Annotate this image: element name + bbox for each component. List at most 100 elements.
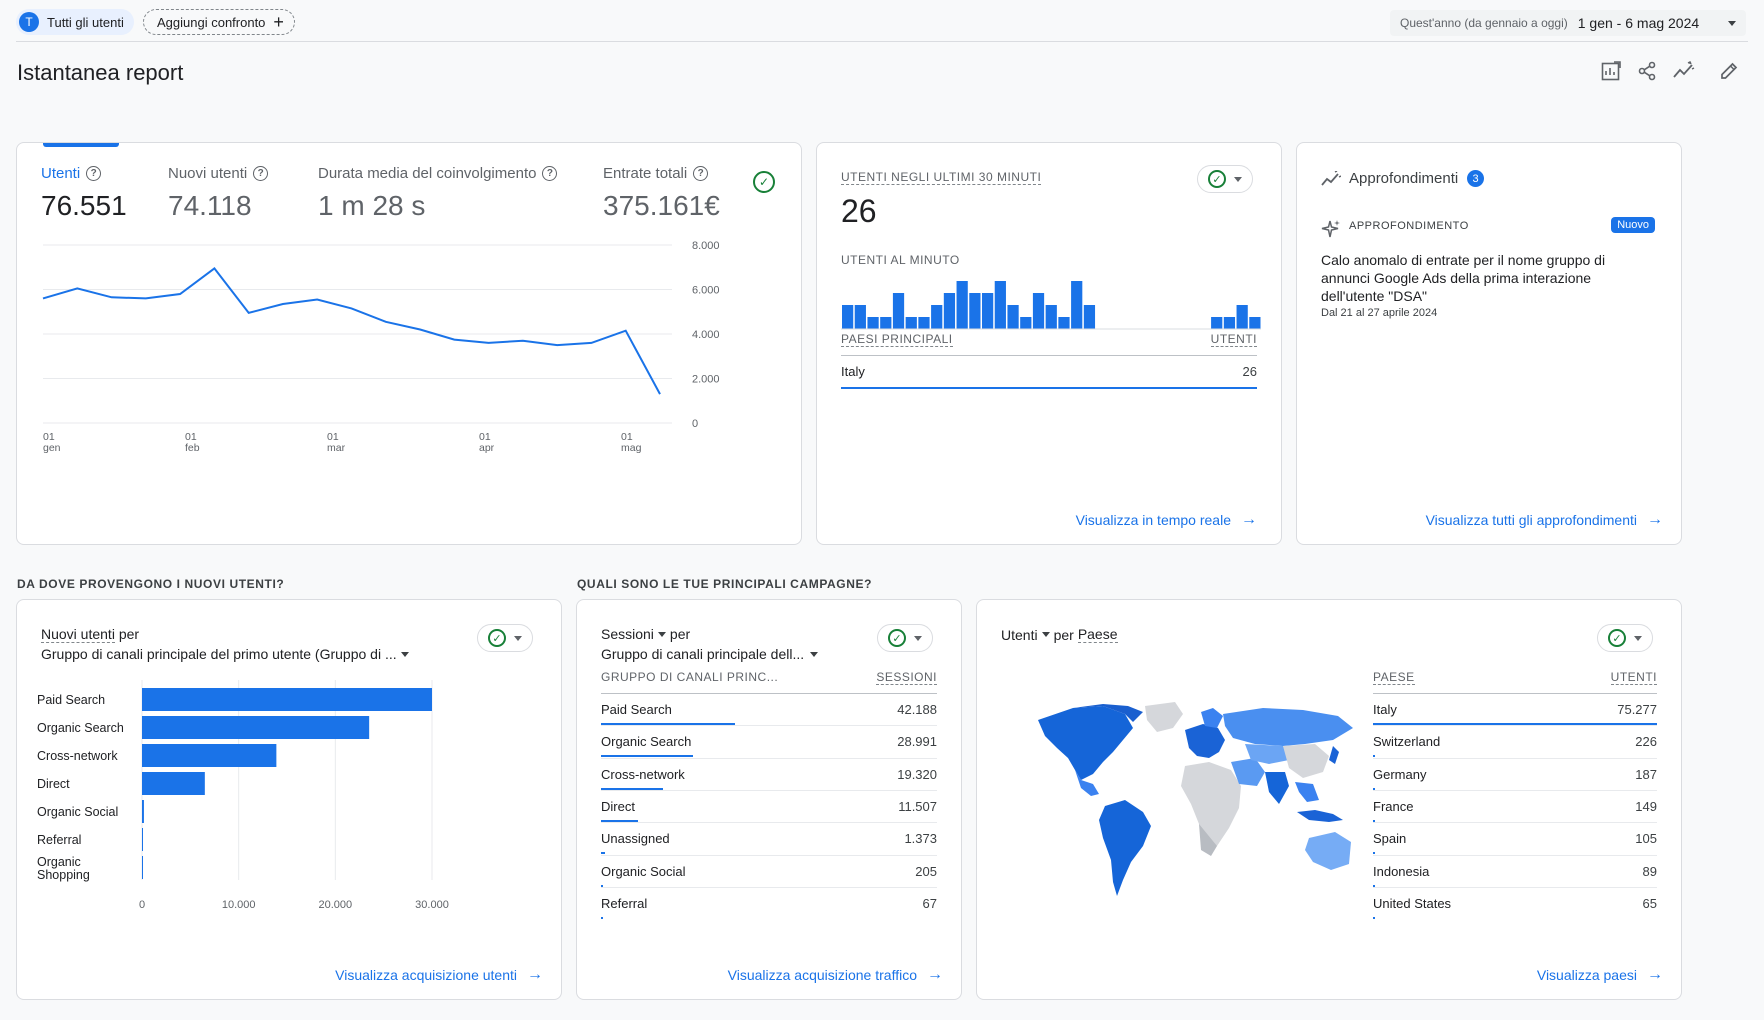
row-label: Cross-network xyxy=(601,766,685,782)
view-realtime-link[interactable]: Visualizza in tempo reale → xyxy=(1076,511,1257,529)
category-bar xyxy=(142,688,432,711)
date-range-selector[interactable]: Quest'anno (da gennaio a oggi) 1 gen - 6… xyxy=(1390,10,1746,36)
insights-trend-icon[interactable] xyxy=(1670,57,1698,85)
customize-report-icon[interactable] xyxy=(1597,57,1625,85)
metric-value: 76.551 xyxy=(41,190,127,221)
category-label: Organic Shopping xyxy=(37,855,90,882)
category-bar xyxy=(142,856,143,879)
users-header: UTENTI xyxy=(1210,332,1257,347)
row-label: Italy xyxy=(1373,702,1397,717)
card-options-button[interactable]: ✓ xyxy=(477,624,533,652)
category-bar xyxy=(142,744,277,767)
new-users-bar-chart: 0 10.000 20.000 30.000 Paid Search Organic Se… xyxy=(37,680,449,911)
y-tick-label: 8.000 xyxy=(692,240,720,252)
table-row: France 149 xyxy=(1373,789,1657,822)
column-header-country: PAESE xyxy=(1373,670,1415,685)
table-row: Referral 67 xyxy=(601,886,937,919)
minute-bar xyxy=(1211,317,1223,329)
chevron-down-icon xyxy=(1634,635,1642,641)
view-all-insights-link[interactable]: Visualizza tutti gli approfondimenti → xyxy=(1426,511,1663,529)
view-countries-link[interactable]: Visualizza paesi → xyxy=(1537,966,1663,984)
map-japan xyxy=(1329,746,1339,764)
country-label: Italy xyxy=(841,364,865,379)
dimension-label[interactable]: Paese xyxy=(1077,626,1118,643)
map-southeast-asia xyxy=(1295,782,1319,802)
x-tick-month: mar xyxy=(327,442,346,454)
segment-chip[interactable]: T Tutti gli utenti xyxy=(16,9,134,35)
card-title: Utenti per Paese xyxy=(1001,626,1118,643)
row-share-bar xyxy=(1373,916,1375,919)
row-share-bar xyxy=(1373,852,1375,855)
minute-bar xyxy=(943,293,956,329)
minute-bar xyxy=(931,305,943,329)
link-label: Visualizza paesi xyxy=(1536,967,1637,983)
minute-bar xyxy=(905,317,917,329)
y-tick-label: 2.000 xyxy=(692,374,720,386)
chevron-down-icon[interactable] xyxy=(1041,632,1050,637)
metric-tab-users[interactable]: Utenti? 76.551 xyxy=(41,165,127,222)
section-title-campaigns: QUALI SONO LE TUE PRINCIPALI CAMPAGNE? xyxy=(577,577,873,591)
insight-text-line: Calo anomalo di entrate per il nome grup… xyxy=(1321,252,1606,268)
data-quality-check-icon[interactable]: ✓ xyxy=(753,171,775,193)
category-label: Referral xyxy=(37,833,81,847)
row-value: 187 xyxy=(1635,766,1657,782)
add-compare-button[interactable]: Aggiungi confronto + xyxy=(143,9,295,35)
insight-text-line: annunci Google Ads della prima interazio… xyxy=(1321,270,1592,286)
view-user-acquisition-link[interactable]: Visualizza acquisizione utenti → xyxy=(335,966,543,984)
metric-label: Utenti xyxy=(41,165,81,182)
row-value: 28.991 xyxy=(897,734,937,750)
edit-icon[interactable] xyxy=(1715,57,1743,85)
metric-tab-revenue[interactable]: Entrate totali? 375.161€ xyxy=(603,165,720,222)
row-value: 105 xyxy=(1635,831,1657,847)
row-share-bar xyxy=(601,787,663,790)
map-china xyxy=(1283,744,1329,778)
card-options-button[interactable]: ✓ xyxy=(877,624,933,652)
metric-name[interactable]: Sessioni xyxy=(601,626,654,642)
countries-card: Utenti per Paese ✓ PAESE UTENTI Italy 75.… xyxy=(976,599,1682,1000)
card-options-button[interactable]: ✓ xyxy=(1597,624,1653,652)
x-tick-label: 0 xyxy=(139,899,145,911)
arrow-right-icon: → xyxy=(527,966,543,983)
selected-metric-indicator xyxy=(43,143,119,147)
map-africa-south xyxy=(1199,824,1217,856)
row-label: Germany xyxy=(1373,766,1427,782)
world-map xyxy=(1038,702,1353,896)
realtime-options-button[interactable]: ✓ xyxy=(1197,165,1253,193)
overview-card: Utenti? 76.551 Nuovi utenti? 74.118 Dura… xyxy=(16,142,802,545)
view-traffic-acquisition-link[interactable]: Visualizza acquisizione traffico → xyxy=(728,966,943,984)
minute-bar xyxy=(892,293,905,329)
arrow-right-icon: → xyxy=(1647,511,1663,528)
help-icon[interactable]: ? xyxy=(86,166,102,181)
row-value: 226 xyxy=(1635,734,1657,750)
dimension-selector[interactable]: Gruppo di canali principale del primo ut… xyxy=(41,646,409,662)
help-icon[interactable]: ? xyxy=(542,166,558,181)
insight-text-line: dell'utente "DSA" xyxy=(1321,288,1428,304)
metric-tab-engagement[interactable]: Durata media del coinvolgimento? 1 m 28 … xyxy=(318,165,558,222)
check-circle-icon: ✓ xyxy=(888,629,906,647)
chevron-down-icon[interactable] xyxy=(657,631,666,637)
insights-count-badge: 3 xyxy=(1467,170,1484,187)
dimension-selector[interactable]: Gruppo di canali principale dell... xyxy=(601,646,819,662)
share-icon[interactable] xyxy=(1633,57,1661,85)
map-india xyxy=(1265,772,1289,804)
row-value: 1.373 xyxy=(904,831,937,847)
minute-bar xyxy=(969,293,981,329)
metric-name: Nuovi utenti xyxy=(41,626,115,643)
column-header-users[interactable]: UTENTI xyxy=(1610,670,1657,685)
metric-tab-new-users[interactable]: Nuovi utenti? 74.118 xyxy=(168,165,269,222)
x-tick-day: 01 xyxy=(43,431,55,443)
chevron-down-icon xyxy=(810,651,819,657)
table-row: Cross-network 19.320 xyxy=(601,757,937,790)
metric-name[interactable]: Utenti xyxy=(1001,626,1038,643)
column-header-sessions[interactable]: SESSIONI xyxy=(876,670,937,685)
map-middle-east xyxy=(1231,758,1265,786)
insight-card-link[interactable]: Calo anomalo di entrate per il nome grup… xyxy=(1321,251,1651,319)
table-row: Direct 11.507 xyxy=(601,789,937,822)
help-icon[interactable]: ? xyxy=(253,166,269,181)
help-icon[interactable]: ? xyxy=(693,166,709,181)
category-label: Organic Social xyxy=(37,805,118,819)
row-label: Indonesia xyxy=(1373,863,1430,879)
minute-bar xyxy=(1249,317,1261,329)
minute-bar xyxy=(1007,305,1019,329)
row-label: Referral xyxy=(601,895,648,911)
